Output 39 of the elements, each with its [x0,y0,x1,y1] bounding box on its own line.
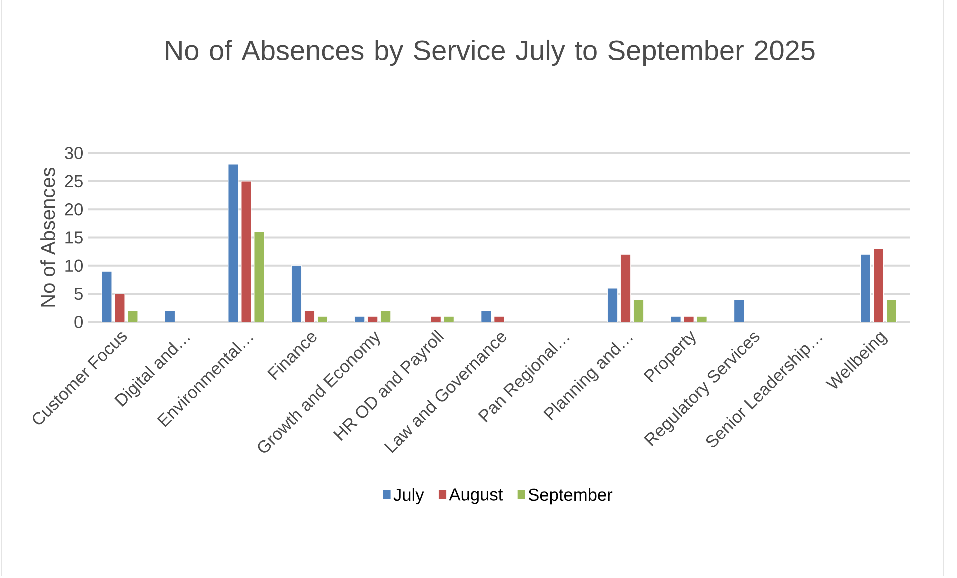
bar [634,299,644,322]
bar [291,266,302,322]
y-tick-label: 30 [65,147,83,160]
bar [608,288,618,322]
bar [494,316,505,322]
bar [128,310,138,322]
bar [734,299,745,322]
bar [254,232,265,322]
bar [684,316,694,322]
bar [368,316,378,322]
bar [430,316,442,322]
bar [164,310,176,322]
bar [380,310,392,322]
chart-title: No of Absences by Service July to September 2025 [166,40,815,66]
y-axis-title: No of Absences [40,168,56,307]
bar [102,271,112,322]
legend-label: September [528,488,613,504]
bar [114,294,126,322]
bar [481,310,492,322]
legend-label: August [449,488,504,504]
y-tick-label: 0 [74,316,84,328]
bar [670,316,682,322]
y-tick-label: 20 [65,203,83,216]
y-tick-label: 5 [74,288,83,300]
bar [886,299,898,322]
bar [304,310,315,322]
legend-label: July [394,488,424,504]
bar [354,316,366,322]
bar [874,248,884,322]
bar [241,181,252,322]
bar [620,254,632,322]
bar [228,164,239,322]
bar [860,254,872,322]
bar [444,316,454,322]
bar [696,316,708,322]
bar [317,316,328,322]
y-tick-label: 10 [66,260,83,272]
y-tick-label: 15 [66,232,83,244]
y-tick-label: 25 [65,175,83,188]
